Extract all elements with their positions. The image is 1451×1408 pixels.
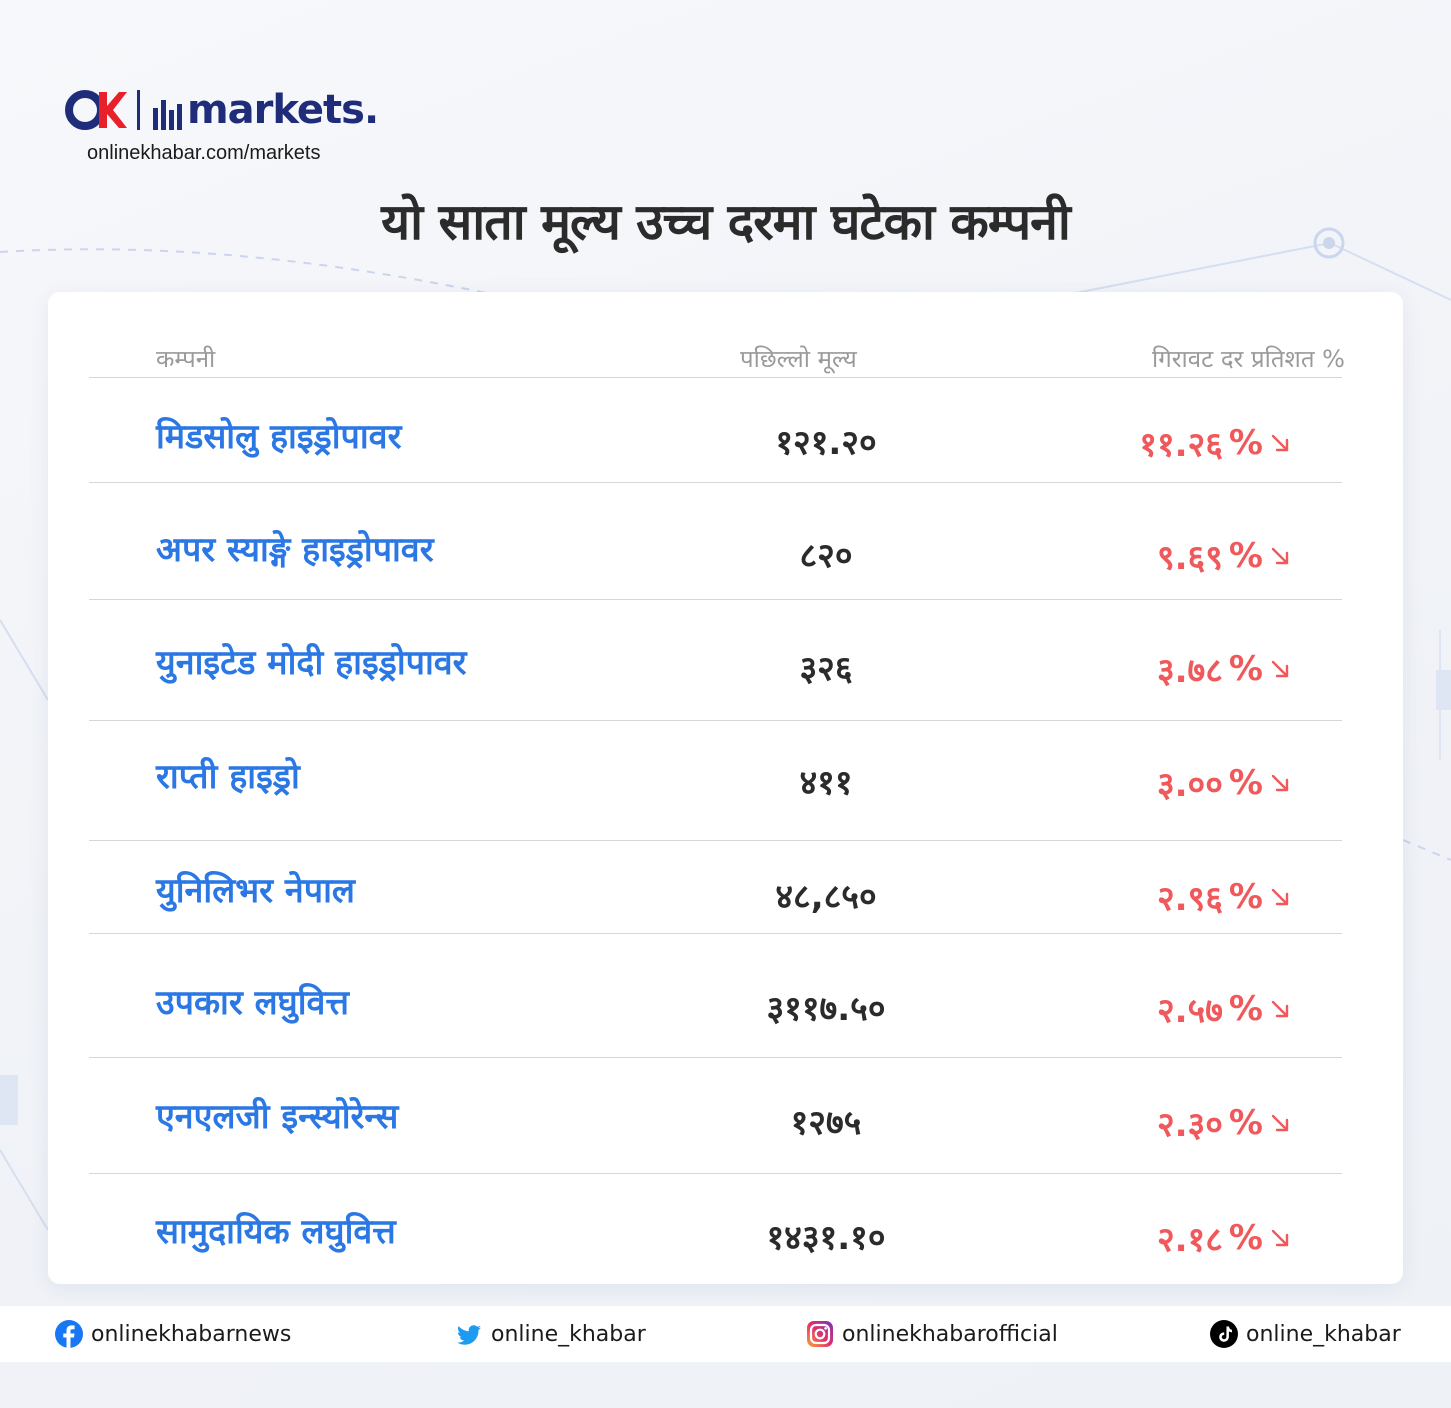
markets-logo-text: markets. — [187, 87, 379, 133]
drop-rate: २.१८% — [1157, 1215, 1291, 1261]
company-name: सामुदायिक लघुवित्त — [156, 1212, 396, 1252]
header-divider — [89, 377, 1342, 378]
row-divider — [89, 720, 1342, 721]
drop-rate-value: २.५७ — [1156, 991, 1223, 1031]
instagram-icon — [807, 1321, 833, 1347]
page-title: यो साता मूल्य उच्च दरमा घटेका कम्पनी — [381, 193, 1071, 251]
company-name: एनएलजी इन्स्योरेन्स — [156, 1097, 399, 1137]
drop-rate-value: ११.२६ — [1139, 425, 1223, 465]
social-footer: onlinekhabarnews online_khabar onlinekha… — [0, 1306, 1451, 1362]
last-price: १२७५ — [790, 1103, 862, 1143]
drop-rate-value: २.३० — [1156, 1105, 1223, 1145]
company-name: युनाइटेड मोदी हाइड्रोपावर — [156, 643, 467, 683]
column-header-price: पछिल्लो मूल्य — [740, 345, 857, 373]
drop-rate-value: ३.७८ — [1156, 651, 1223, 691]
drop-rate: ९.६९% — [1157, 533, 1291, 579]
drop-rate: २.५७% — [1157, 986, 1291, 1032]
arrow-down-right-icon — [1271, 1114, 1289, 1132]
logo-divider — [137, 90, 140, 130]
arrow-down-right-icon — [1271, 660, 1289, 678]
arrow-down-right-icon — [1271, 1000, 1289, 1018]
row-divider — [89, 599, 1342, 600]
column-header-company: कम्पनी — [156, 345, 216, 373]
percent-sign: % — [1228, 423, 1263, 463]
instagram-handle: onlinekhabarofficial — [842, 1321, 1058, 1347]
twitter-handle: online_khabar — [491, 1321, 646, 1347]
company-name: अपर स्याङ्गे हाइड्रोपावर — [156, 530, 434, 570]
percent-sign: % — [1228, 649, 1263, 689]
arrow-down-right-icon — [1271, 434, 1289, 452]
tiktok-handle: online_khabar — [1246, 1321, 1401, 1347]
arrow-down-right-icon — [1271, 774, 1289, 792]
percent-sign: % — [1228, 1218, 1263, 1258]
drop-rate: २.९६% — [1157, 874, 1291, 920]
arrow-down-right-icon — [1271, 888, 1289, 906]
percent-sign: % — [1228, 989, 1263, 1029]
company-name: उपकार लघुवित्त — [156, 983, 349, 1023]
last-price: ३२६ — [799, 649, 853, 689]
arrow-down-right-icon — [1271, 547, 1289, 565]
percent-sign: % — [1228, 536, 1263, 576]
facebook-handle: onlinekhabarnews — [91, 1321, 292, 1347]
percent-sign: % — [1228, 877, 1263, 917]
drop-rate: ३.००% — [1157, 760, 1291, 806]
facebook-icon — [55, 1320, 83, 1348]
percent-sign: % — [1228, 763, 1263, 803]
brand-block: markets. onlinekhabar.com/markets — [65, 84, 379, 165]
ok-logo-icon — [65, 90, 127, 130]
tiktok-link[interactable]: online_khabar — [1210, 1320, 1401, 1348]
chart-bars-icon — [153, 100, 182, 130]
row-divider — [89, 933, 1342, 934]
company-name: राप्ती हाइड्रो — [156, 757, 300, 797]
twitter-icon — [457, 1325, 481, 1345]
instagram-link[interactable]: onlinekhabarofficial — [806, 1320, 1058, 1348]
drop-rate: ११.२६% — [1139, 420, 1291, 466]
drop-rate-value: ३.०० — [1156, 765, 1223, 805]
row-divider — [89, 1173, 1342, 1174]
row-divider — [89, 840, 1342, 841]
last-price: ४११ — [799, 763, 853, 803]
markets-wordmark: markets. — [152, 87, 379, 133]
arrow-down-right-icon — [1271, 1229, 1289, 1247]
last-price: १२१.२० — [775, 423, 877, 463]
facebook-link[interactable]: onlinekhabarnews — [55, 1320, 291, 1348]
drop-rate-value: ९.६९ — [1156, 538, 1223, 578]
drop-rate: ३.७८% — [1157, 646, 1291, 692]
twitter-link[interactable]: online_khabar — [455, 1320, 646, 1348]
tiktok-icon — [1210, 1320, 1238, 1348]
last-price: ८२० — [799, 536, 853, 576]
row-divider — [89, 482, 1342, 483]
last-price: १४३१.१० — [766, 1218, 886, 1258]
drop-rate-value: २.९६ — [1156, 879, 1223, 919]
company-name: मिडसोलु हाइड्रोपावर — [156, 417, 402, 457]
column-header-rate: गिरावट दर प्रतिशत % — [1151, 345, 1345, 373]
row-divider — [89, 1057, 1342, 1058]
drop-rate: २.३०% — [1157, 1100, 1291, 1146]
drop-rate-value: २.१८ — [1156, 1220, 1223, 1260]
markets-logo[interactable]: markets. — [65, 84, 379, 136]
last-price: ४८,८५० — [775, 877, 877, 917]
last-price: ३११७.५० — [766, 989, 886, 1029]
stocks-table-card: कम्पनी पछिल्लो मूल्य गिरावट दर प्रतिशत %… — [48, 292, 1403, 1284]
company-name: युनिलिभर नेपाल — [156, 871, 355, 911]
site-url[interactable]: onlinekhabar.com/markets — [87, 142, 321, 164]
percent-sign: % — [1228, 1103, 1263, 1143]
